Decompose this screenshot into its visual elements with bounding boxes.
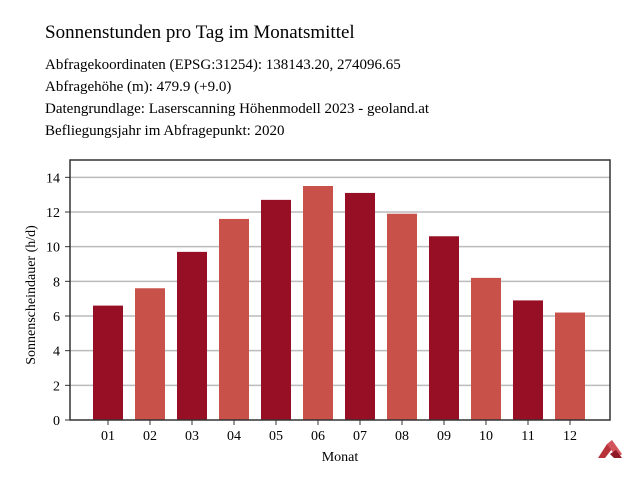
y-tick-label: 8: [53, 275, 60, 290]
x-axis-label: Monat: [322, 450, 359, 465]
y-tick-label: 2: [53, 379, 60, 394]
bar-09: [429, 236, 459, 420]
bar-02: [135, 288, 165, 420]
plot-frame: [69, 159, 611, 421]
bar-04: [219, 218, 249, 420]
info-height: Abfragehöhe (m): 479.9 (+9.0): [45, 79, 232, 95]
x-tick-label: 10: [479, 429, 493, 444]
bar-06: [303, 186, 333, 420]
x-tick-label: 08: [395, 429, 409, 444]
y-tick-label: 0: [53, 414, 60, 429]
bar-10: [471, 277, 501, 420]
bar-12: [555, 312, 585, 420]
info-coordinates: Abfragekoordinaten (EPSG:31254): 138143.…: [45, 57, 401, 73]
bar-08: [387, 213, 417, 420]
x-tick-label: 12: [563, 429, 577, 444]
y-tick-label: 12: [46, 206, 60, 221]
info-data-source: Datengrundlage: Laserscanning Höhenmodel…: [45, 101, 430, 117]
bar-07: [345, 192, 375, 420]
x-tick-label: 05: [269, 429, 283, 444]
y-axis-label: Sonnenscheindauer (h/d): [24, 225, 39, 365]
y-tick-label: 14: [46, 171, 60, 186]
bar-05: [261, 199, 291, 420]
x-tick-label: 04: [227, 429, 241, 444]
y-tick-label: 10: [46, 241, 60, 256]
bar-03: [177, 251, 207, 420]
y-tick-label: 6: [53, 310, 60, 325]
x-tick-label: 07: [353, 429, 367, 444]
chart-title: Sonnenstunden pro Tag im Monatsmittel: [45, 22, 355, 43]
x-tick-label: 06: [311, 429, 325, 444]
x-tick-label: 01: [101, 429, 115, 444]
info-flight-year: Befliegungsjahr im Abfragepunkt: 2020: [45, 123, 285, 139]
logo-icon: [598, 440, 622, 458]
x-tick-label: 03: [185, 429, 199, 444]
bar-01: [93, 305, 123, 420]
x-tick-label: 02: [143, 429, 157, 444]
x-tick-label: 09: [437, 429, 451, 444]
bar-11: [513, 300, 543, 420]
x-tick-label: 11: [521, 429, 534, 444]
y-tick-label: 4: [53, 345, 60, 360]
